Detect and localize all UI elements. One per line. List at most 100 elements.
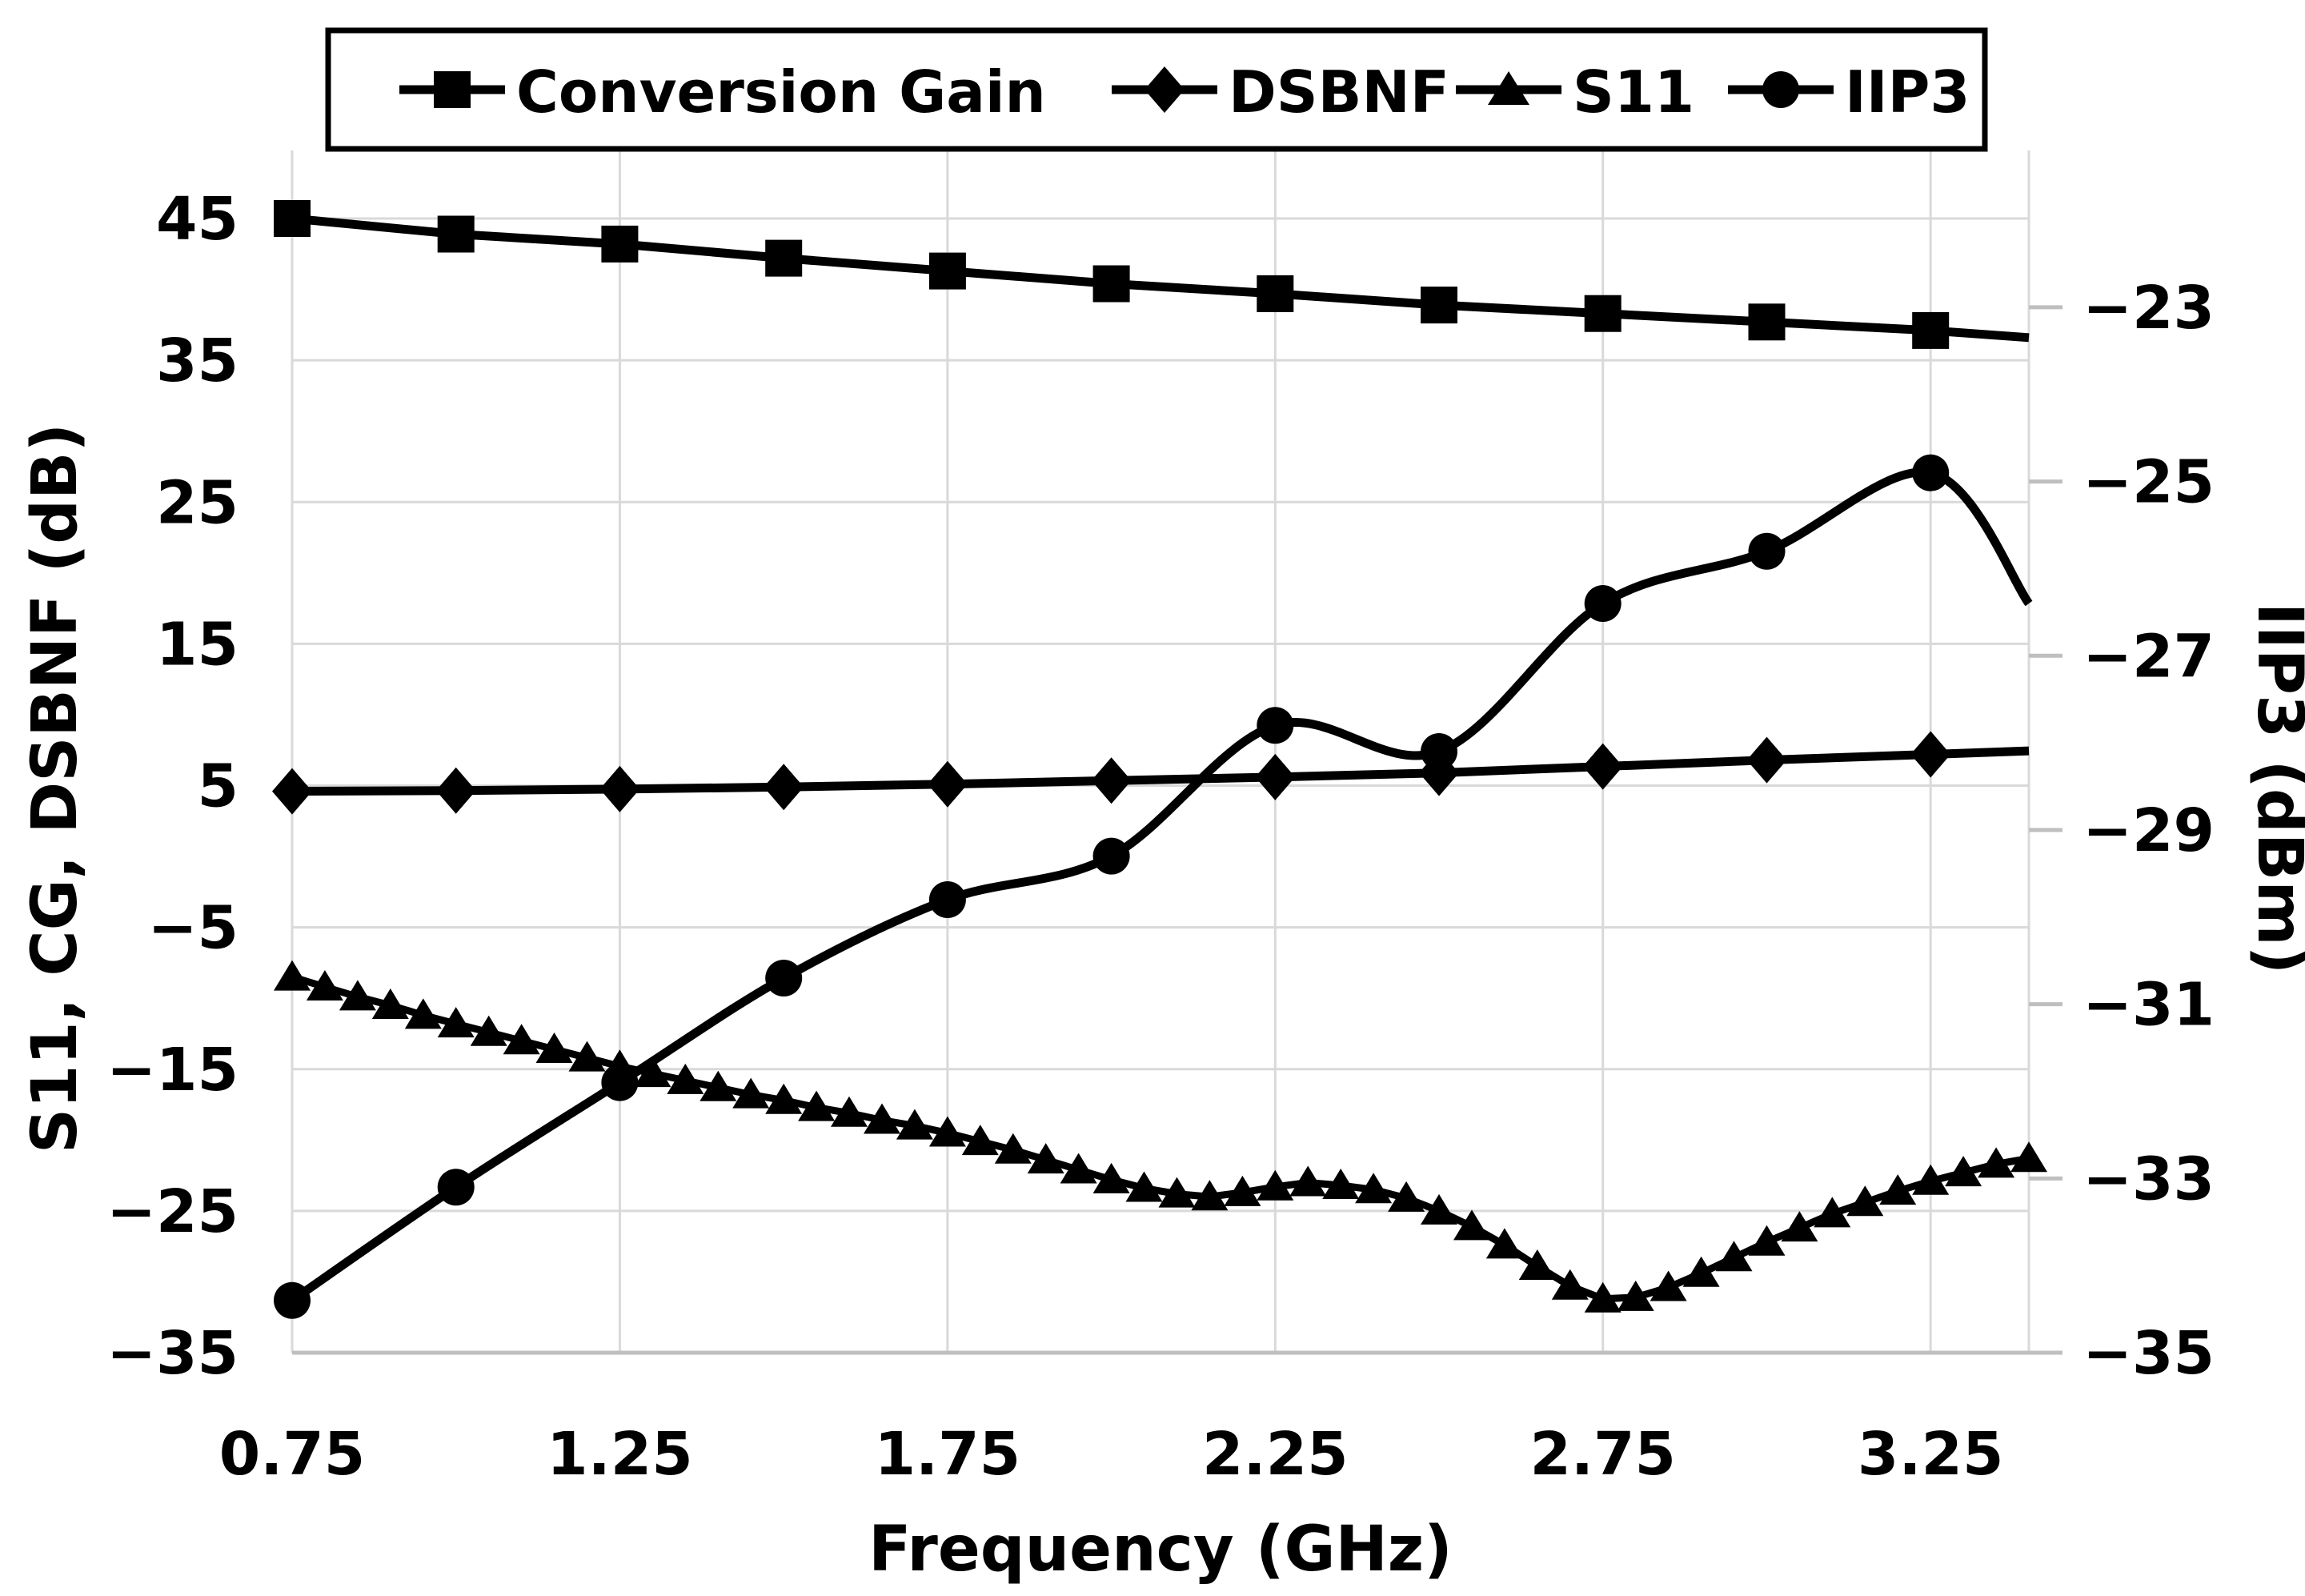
triangle-marker xyxy=(1289,1165,1327,1197)
diamond-marker xyxy=(1582,743,1623,790)
x-tick-labels: 0.75 1.25 1.75 2.25 2.75 3.25 xyxy=(219,1420,2004,1489)
triangle-marker xyxy=(1551,1269,1589,1300)
square-marker xyxy=(274,200,311,237)
circle-marker xyxy=(1748,532,1786,570)
triangle-marker xyxy=(1945,1156,1982,1187)
y-right-tick-label: −25 xyxy=(2083,448,2215,517)
triangle-marker xyxy=(1224,1175,1261,1206)
triangle-marker xyxy=(339,980,376,1011)
legend-item-conversion-gain: Conversion Gain xyxy=(399,58,1046,126)
square-marker xyxy=(1912,311,1950,349)
y-left-tick-label: 5 xyxy=(198,752,239,821)
legend-label: S11 xyxy=(1573,58,1694,126)
circle-marker xyxy=(1257,707,1294,744)
triangle-marker xyxy=(831,1096,868,1127)
diamond-marker xyxy=(1255,753,1296,800)
x-axis-title: Frequency (GHz) xyxy=(868,1514,1453,1586)
y-left-tick-label: −35 xyxy=(106,1319,239,1388)
circle-marker xyxy=(928,881,966,918)
legend-item-dsbnf: DSBNF xyxy=(1112,58,1449,126)
triangle-marker xyxy=(1355,1173,1393,1204)
triangle-marker xyxy=(1485,1228,1523,1259)
triangle-marker xyxy=(864,1103,900,1134)
y-left-tick-label: −15 xyxy=(106,1036,239,1105)
y-left-axis-title: S11, CG, DSBNF (dB) xyxy=(19,423,91,1153)
circle-marker xyxy=(1092,837,1130,875)
triangle-marker xyxy=(1060,1153,1097,1184)
circle-marker xyxy=(1584,585,1622,622)
triangle-marker xyxy=(1682,1256,1720,1287)
square-marker xyxy=(434,71,471,108)
triangle-marker xyxy=(274,960,311,991)
square-marker xyxy=(601,225,639,263)
square-marker xyxy=(1748,303,1786,341)
triangle-marker xyxy=(1879,1174,1917,1205)
series-s11-markers xyxy=(274,960,2047,1313)
y-right-tick-label: −29 xyxy=(2083,796,2215,865)
diamond-marker xyxy=(272,768,312,815)
series-iip3 xyxy=(274,454,2033,1319)
diamond-marker xyxy=(1746,736,1787,784)
legend: Conversion Gain DSBNF S11 IIP3 xyxy=(325,27,1988,152)
y-right-tick-label: −33 xyxy=(2083,1145,2215,1213)
y-left-tick-label: 25 xyxy=(156,468,239,537)
square-marker xyxy=(1257,275,1294,312)
triangle-marker xyxy=(798,1090,836,1121)
circle-marker xyxy=(274,1281,311,1319)
triangle-marker xyxy=(568,1041,606,1072)
square-marker xyxy=(765,239,803,277)
square-marker xyxy=(1421,287,1457,324)
right-axis-ticks xyxy=(2029,305,2062,1355)
circle-marker xyxy=(765,960,803,996)
x-tick-label: 1.25 xyxy=(547,1420,693,1489)
square-marker xyxy=(1584,295,1622,332)
y-right-tick-label: −27 xyxy=(2083,622,2215,691)
triangle-marker xyxy=(1584,1281,1622,1313)
triangle-marker xyxy=(1092,1162,1130,1193)
triangle-marker xyxy=(1027,1143,1064,1174)
circle-marker xyxy=(1421,733,1457,770)
triangle-marker xyxy=(1257,1169,1294,1201)
x-tick-label: 2.75 xyxy=(1529,1420,1676,1489)
diamond-marker xyxy=(1144,66,1185,113)
square-marker xyxy=(1092,265,1130,303)
series-dsbnf-line xyxy=(291,746,2030,796)
triangle-marker xyxy=(667,1063,704,1094)
diamond-marker xyxy=(599,765,640,812)
triangle-marker xyxy=(1158,1177,1196,1208)
y-right-tick-label: −35 xyxy=(2083,1319,2215,1388)
legend-item-s11: S11 xyxy=(1456,58,1694,126)
y-left-tick-label: −5 xyxy=(148,894,239,963)
triangle-marker xyxy=(1781,1211,1818,1242)
series-conversion-gain xyxy=(274,200,2030,349)
square-marker xyxy=(928,252,966,290)
triangle-marker xyxy=(1814,1197,1851,1228)
y-left-tick-labels: 45 35 25 15 5 −5 −15 −25 −35 xyxy=(106,185,239,1388)
triangle-marker xyxy=(1912,1164,1950,1195)
legend-item-iip3: IIP3 xyxy=(1728,58,1970,126)
x-tick-label: 3.25 xyxy=(1858,1420,2004,1489)
triangle-marker xyxy=(1846,1185,1884,1217)
triangle-marker xyxy=(1388,1181,1425,1212)
triangle-marker xyxy=(765,1083,803,1114)
triangle-marker xyxy=(404,998,442,1029)
series-conversion-gain-markers xyxy=(274,200,1950,349)
diamond-marker xyxy=(1091,757,1132,804)
x-tick-label: 0.75 xyxy=(219,1420,366,1489)
triangle-marker xyxy=(1191,1180,1229,1211)
y-left-tick-label: 35 xyxy=(156,327,239,395)
diamond-marker xyxy=(1910,731,1951,778)
diamond-marker xyxy=(927,760,968,808)
triangle-marker xyxy=(1650,1270,1687,1301)
series-s11 xyxy=(274,960,2047,1313)
triangle-marker xyxy=(1748,1225,1786,1256)
circle-marker xyxy=(1762,71,1799,108)
triangle-marker xyxy=(1322,1169,1360,1199)
triangle-marker xyxy=(961,1125,999,1156)
y-right-tick-labels: −23 −25 −27 −29 −31 −33 −35 xyxy=(2083,274,2215,1388)
series-dsbnf-markers xyxy=(272,731,1951,815)
x-tick-label: 1.75 xyxy=(875,1420,1021,1489)
series-conversion-gain-line xyxy=(291,214,2030,343)
